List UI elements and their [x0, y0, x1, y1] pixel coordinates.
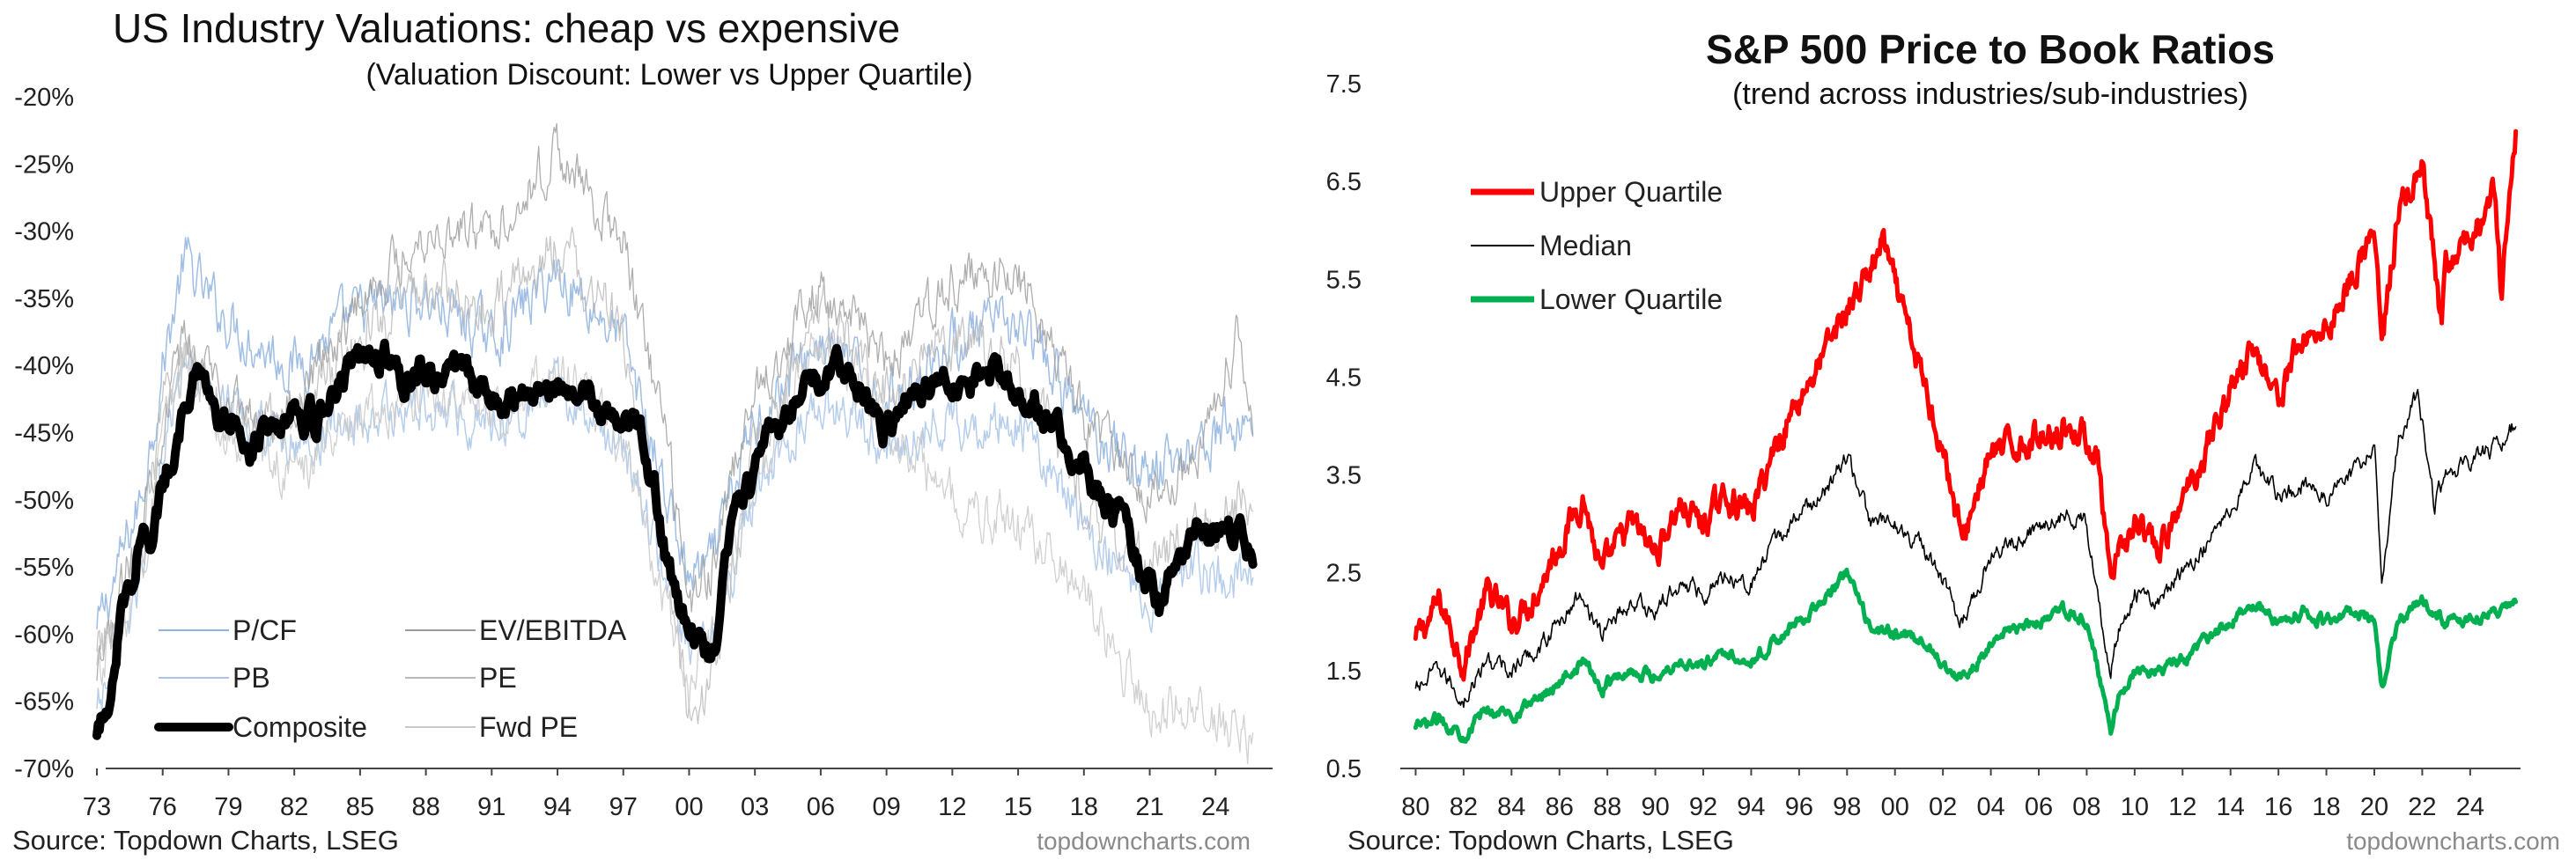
right-x-tick-label: 84 — [1497, 793, 1525, 821]
left-series-fwd-pe — [96, 332, 1254, 765]
left-x-tick-label: 79 — [214, 793, 242, 821]
legend-pe-label: PE — [479, 662, 517, 694]
left-y-tick-label: -35% — [14, 285, 74, 313]
left-x-axis: 73 76 79 82 85 88 91 94 97 00 03 06 09 12 15 18 21 24 — [83, 768, 1229, 821]
left-x-tick-label: 03 — [741, 793, 769, 821]
left-x-tick-label: 88 — [411, 793, 439, 821]
left-x-tick-label: 18 — [1070, 793, 1098, 821]
right-x-tick-label: 90 — [1641, 793, 1669, 821]
left-y-tick-label: -45% — [14, 420, 74, 448]
right-y-tick-label: 5.5 — [1326, 266, 1362, 294]
left-y-tick-label: -20% — [14, 84, 74, 112]
left-y-tick-label: -30% — [14, 218, 74, 246]
right-y-tick-label: 1.5 — [1326, 658, 1362, 686]
left-x-tick-label: 00 — [675, 793, 703, 821]
right-x-tick-label: 12 — [2168, 793, 2196, 821]
left-legend: P/CF EV/EBITDA PB PE Composite Fwd PE — [154, 614, 627, 743]
right-x-tick-label: 24 — [2456, 793, 2484, 821]
left-y-tick-label: -60% — [14, 621, 74, 649]
left-chart-panel: US Industry Valuations: cheap vs expensi… — [0, 0, 1286, 860]
right-x-tick-label: 88 — [1593, 793, 1621, 821]
right-chart-subtitle: (trend across industries/sub-industries) — [1732, 77, 2248, 111]
right-x-tick-label: 02 — [1929, 793, 1957, 821]
legend-fwdpe-label: Fwd PE — [479, 711, 578, 743]
left-y-tick-label: -25% — [14, 151, 74, 179]
left-y-tick-label: -70% — [14, 755, 74, 783]
left-source-note: Source: Topdown Charts, LSEG — [12, 825, 399, 856]
left-y-tick-label: -55% — [14, 554, 74, 582]
right-series-group — [1413, 129, 2519, 744]
left-x-tick-label: 85 — [346, 793, 374, 821]
left-y-axis: -20% -25% -30% -35% -40% -45% -50% -55% -60% -65%… — [14, 84, 74, 783]
left-series-pb — [96, 349, 1254, 711]
right-y-axis: 0.5 1.5 2.5 3.5 4.5 5.5 6.5 7.5 — [1326, 70, 1362, 783]
left-chart: US Industry Valuations: cheap vs expensi… — [12, 5, 1273, 856]
left-series-ev-ebitda — [96, 122, 1254, 681]
legend-median-label: Median — [1539, 230, 1632, 261]
left-series-group — [92, 122, 1258, 765]
right-x-tick-label: 94 — [1737, 793, 1765, 821]
right-chart: S&P 500 Price to Book Ratios (trend acro… — [1326, 26, 2560, 856]
left-series-pe — [96, 226, 1254, 724]
right-y-tick-label: 7.5 — [1326, 70, 1362, 99]
left-x-tick-label: 21 — [1135, 793, 1163, 821]
right-watermark: topdowncharts.com — [2346, 827, 2560, 855]
right-x-axis: 80 82 84 86 88 90 92 94 96 98 00 02 04 06 08 10 12 14 16 18… — [1401, 768, 2484, 821]
left-chart-title: US Industry Valuations: cheap vs expensi… — [113, 5, 900, 51]
right-x-tick-label: 82 — [1450, 793, 1478, 821]
left-x-tick-label: 24 — [1201, 793, 1229, 821]
right-series-lower-quartile — [1413, 567, 2519, 744]
left-y-tick-label: -65% — [14, 688, 74, 717]
right-y-tick-label: 3.5 — [1326, 462, 1362, 490]
left-y-tick-label: -50% — [14, 487, 74, 515]
right-x-tick-label: 80 — [1401, 793, 1429, 821]
left-x-tick-label: 82 — [280, 793, 308, 821]
left-x-tick-label: 12 — [938, 793, 966, 821]
right-x-tick-label: 14 — [2217, 793, 2245, 821]
right-source-note: Source: Topdown Charts, LSEG — [1347, 825, 1734, 856]
right-legend: Upper Quartile Median Lower Quartile — [1471, 176, 1723, 315]
right-x-tick-label: 86 — [1546, 793, 1574, 821]
right-y-tick-label: 0.5 — [1326, 755, 1362, 783]
left-x-tick-label: 06 — [807, 793, 835, 821]
legend-pb-label: PB — [233, 662, 270, 694]
right-x-tick-label: 96 — [1785, 793, 1813, 821]
right-series-median — [1414, 388, 2517, 709]
left-x-tick-label: 97 — [609, 793, 638, 821]
legend-evebitda-label: EV/EBITDA — [479, 614, 627, 646]
left-x-tick-label: 15 — [1004, 793, 1032, 821]
right-x-tick-label: 20 — [2360, 793, 2388, 821]
right-y-tick-label: 4.5 — [1326, 364, 1362, 392]
right-x-tick-label: 08 — [2072, 793, 2100, 821]
right-x-tick-label: 92 — [1689, 793, 1717, 821]
left-x-tick-label: 73 — [83, 793, 111, 821]
right-x-tick-label: 10 — [2121, 793, 2149, 821]
right-x-tick-label: 22 — [2408, 793, 2436, 821]
left-x-tick-label: 76 — [149, 793, 177, 821]
legend-upper-label: Upper Quartile — [1539, 176, 1723, 208]
right-chart-panel: S&P 500 Price to Book Ratios (trend acro… — [1288, 0, 2576, 860]
right-x-tick-label: 00 — [1881, 793, 1909, 821]
left-chart-subtitle: (Valuation Discount: Lower vs Upper Quar… — [365, 58, 972, 92]
legend-lower-label: Lower Quartile — [1539, 283, 1723, 315]
right-series-upper-quartile — [1413, 129, 2519, 682]
right-x-tick-label: 04 — [1976, 793, 2004, 821]
left-series-composite — [92, 338, 1258, 740]
legend-composite-label: Composite — [233, 711, 367, 743]
left-x-tick-label: 91 — [477, 793, 506, 821]
left-x-tick-label: 09 — [872, 793, 900, 821]
left-x-tick-label: 94 — [543, 793, 572, 821]
right-chart-title: S&P 500 Price to Book Ratios — [1706, 26, 2275, 72]
right-x-tick-label: 16 — [2264, 793, 2292, 821]
right-y-tick-label: 2.5 — [1326, 560, 1362, 588]
left-watermark: topdowncharts.com — [1037, 827, 1251, 855]
right-x-tick-label: 06 — [2025, 793, 2053, 821]
legend-pcf-label: P/CF — [233, 614, 297, 646]
right-x-tick-label: 98 — [1833, 793, 1861, 821]
right-x-tick-label: 18 — [2312, 793, 2340, 821]
left-y-tick-label: -40% — [14, 352, 74, 380]
right-y-tick-label: 6.5 — [1326, 168, 1362, 196]
